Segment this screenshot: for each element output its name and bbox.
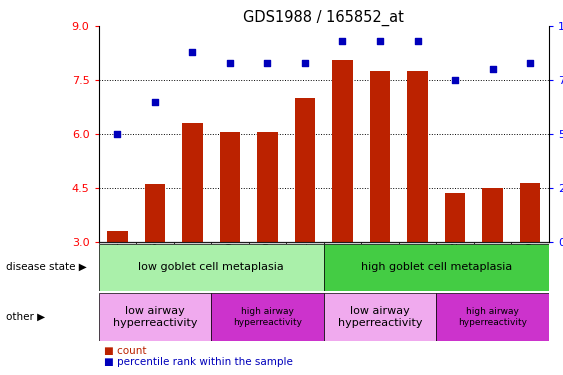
Point [225,60,234,66]
Point [526,60,535,66]
Text: high goblet cell metaplasia: high goblet cell metaplasia [361,262,512,272]
Text: GSM89798: GSM89798 [338,242,347,288]
Text: GSM89806: GSM89806 [376,242,385,288]
Bar [399,242,436,244]
Point [188,49,197,55]
Text: GSM89808: GSM89808 [188,242,197,288]
Text: other ▶: other ▶ [6,312,44,322]
Point [488,66,497,72]
Bar [445,194,466,242]
Text: GSM89800: GSM89800 [263,242,272,288]
Bar [482,188,503,242]
Bar [211,242,249,244]
Bar [286,242,324,244]
Bar [99,292,211,341]
Text: high airway
hyperreactivity: high airway hyperreactivity [458,307,527,327]
Text: GSM89802: GSM89802 [450,242,459,288]
Bar [145,184,165,242]
Bar [436,242,474,244]
Text: GSM89803: GSM89803 [488,242,497,288]
Text: GSM89807: GSM89807 [413,242,422,288]
Text: low airway
hyperreactivity: low airway hyperreactivity [338,306,422,328]
Bar [436,292,549,341]
Bar [407,71,428,242]
Bar [324,244,549,291]
Bar [361,242,399,244]
Bar [99,242,136,244]
Text: GSM89799: GSM89799 [225,242,234,288]
Bar [324,292,436,341]
Bar [136,242,173,244]
Point [376,38,385,44]
Text: low goblet cell metaplasia: low goblet cell metaplasia [138,262,284,272]
Bar [211,292,324,341]
Bar [520,183,540,242]
Bar [332,60,353,242]
Bar [107,231,128,242]
Bar [324,242,361,244]
Bar [474,242,511,244]
Bar [249,242,286,244]
Bar [370,71,390,242]
Point [150,99,159,105]
Text: ■ percentile rank within the sample: ■ percentile rank within the sample [104,357,293,367]
Bar [511,242,549,244]
Point [338,38,347,44]
Point [113,131,122,137]
Bar [182,123,203,242]
Bar [257,132,278,242]
Bar [99,244,324,291]
Text: GSM89809: GSM89809 [526,242,535,288]
Text: low airway
hyperreactivity: low airway hyperreactivity [113,306,197,328]
Bar [294,98,315,242]
Text: disease state ▶: disease state ▶ [6,262,86,272]
Point [413,38,422,44]
Text: GSM89805: GSM89805 [150,242,159,288]
Point [301,60,310,66]
Text: GSM89801: GSM89801 [301,242,310,288]
Text: ■ count: ■ count [104,346,146,355]
Bar [173,242,211,244]
Point [263,60,272,66]
Bar [220,132,240,242]
Title: GDS1988 / 165852_at: GDS1988 / 165852_at [243,10,404,26]
Point [450,77,459,83]
Text: high airway
hyperreactivity: high airway hyperreactivity [233,307,302,327]
Text: GSM89804: GSM89804 [113,242,122,288]
